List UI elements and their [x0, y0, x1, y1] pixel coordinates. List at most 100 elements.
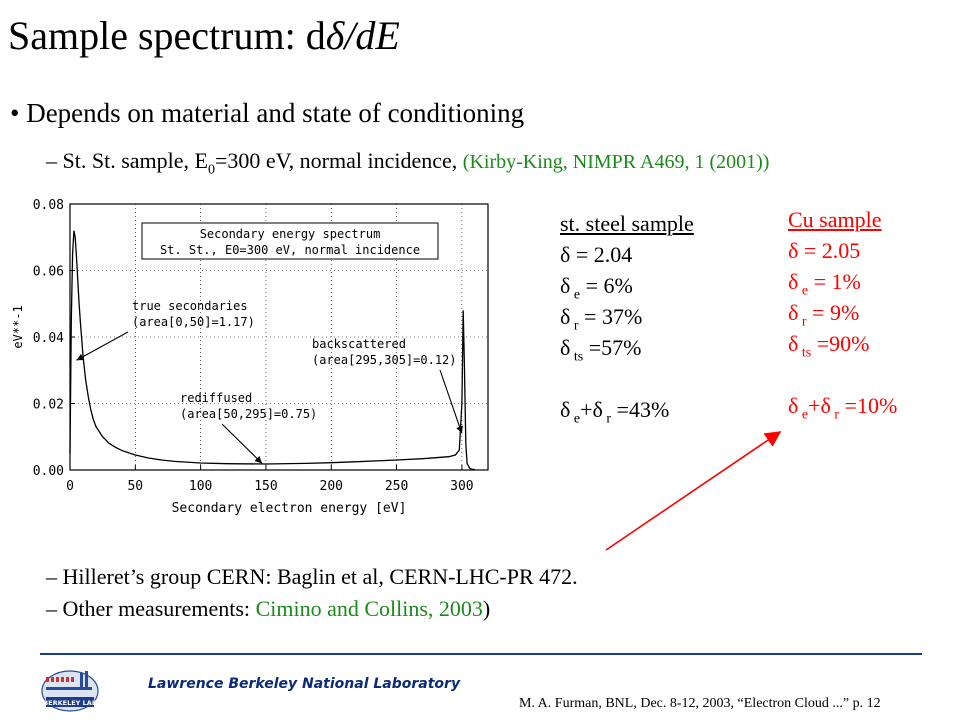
- chart-subtitle: St. St., E0=300 eV, normal incidence: [160, 243, 420, 257]
- cu-row-sub: e: [798, 407, 809, 423]
- steel-row-sym: δ: [560, 304, 571, 329]
- lab-name: Lawrence Berkeley National Laboratory: [148, 676, 461, 692]
- cu-row: δ r = 9%: [788, 297, 897, 330]
- footer-divider: [40, 653, 922, 655]
- y-tick-label: 0.08: [33, 198, 64, 213]
- cu-row-sub2: r: [830, 407, 840, 423]
- cu-rows: δ = 2.05 δ e = 1% δ r = 9% δ ts =90% δ e+δ r…: [788, 235, 898, 423]
- annotation-arrowhead: [456, 425, 463, 434]
- x-tick-label: 50: [127, 479, 143, 494]
- steel-row-sym: δ: [560, 273, 571, 298]
- other-prefix: – Other measurements:: [46, 596, 256, 621]
- annotation-pointer: [221, 423, 263, 464]
- x-tick-label: 150: [254, 479, 277, 494]
- x-axis-label: Secondary electron energy [eV]: [172, 501, 407, 516]
- sub-bullet-subscript: 0: [207, 162, 215, 178]
- steel-row-val: = 6%: [580, 273, 633, 298]
- annotation-pointer: [439, 369, 463, 434]
- x-tick-label: 250: [385, 479, 408, 494]
- other-citation: Cimino and Collins, 2003: [255, 596, 483, 621]
- annotation-arrowhead: [254, 455, 263, 464]
- y-tick-label: 0.06: [33, 265, 64, 280]
- annotation-label: rediffused: [180, 391, 252, 405]
- steel-row: δ = 2.04: [560, 239, 694, 270]
- steel-sample-column: st. steel sample δ = 2.04 δ e = 6% δ r = 3…: [560, 208, 694, 427]
- cu-row: δ e+δ r =10%: [788, 390, 898, 423]
- annotation-label: backscattered: [312, 337, 406, 351]
- y-tick-label: 0.00: [33, 464, 64, 479]
- steel-row-sub: ts: [570, 349, 584, 365]
- sub-bullet-hilleret: – Hilleret’s group CERN: Baglin et al, C…: [46, 564, 578, 589]
- citation: (Kirby-King, NIMPR A469, 1 (2001)): [462, 151, 770, 173]
- steel-row: δ e+δ r =43%: [560, 394, 694, 427]
- steel-row: δ e = 6%: [560, 270, 694, 303]
- steel-row-sym: δ: [560, 397, 571, 422]
- cu-row-val: =90%: [811, 331, 870, 356]
- cu-row: δ ts =90%: [788, 328, 897, 361]
- steel-row-val2: =43%: [611, 397, 670, 422]
- steel-row-sub: e: [570, 411, 581, 427]
- steel-row-sub: r: [570, 318, 579, 334]
- steel-row-val: = 2.04: [570, 242, 633, 267]
- cu-row-val: = 9%: [806, 300, 860, 325]
- sub-bullet-text-after: =300 eV, normal incidence,: [214, 148, 463, 173]
- steel-row-val: +δ: [580, 397, 603, 422]
- x-tick-label: 0: [66, 479, 74, 494]
- title-prefix: Sample spectrum: d: [8, 13, 326, 58]
- cu-row-sym: δ: [788, 300, 799, 325]
- chart-title-box: [141, 222, 439, 260]
- y-tick-label: 0.02: [33, 398, 64, 413]
- cu-row: [788, 359, 897, 390]
- chart-series: [69, 230, 475, 471]
- x-tick-label: 300: [450, 479, 473, 494]
- annotation-pointer: [76, 331, 129, 361]
- annotation-arrowhead: [76, 353, 85, 361]
- steel-heading: st. steel sample: [560, 211, 694, 236]
- cu-row-sub: r: [798, 314, 807, 330]
- footer-credit: M. A. Furman, BNL, Dec. 8-12, 2003, “Ele…: [519, 696, 881, 711]
- steel-rows: δ = 2.04 δ e = 6% δ r = 37% δ ts =57% δ e+δ …: [560, 239, 694, 427]
- annotation-label: true secondaries: [132, 299, 248, 313]
- other-suffix: ): [482, 596, 491, 621]
- sub-bullet-other: – Other measurements: Cimino and Collins…: [46, 596, 490, 622]
- cu-row-sub: ts: [798, 345, 812, 361]
- title-suffix: /dE: [344, 13, 400, 58]
- cu-row-sym: δ: [788, 393, 799, 418]
- annotation-area: (area[0,50]=1.17): [132, 315, 255, 329]
- cu-sample-column: Cu sample δ = 2.05 δ e = 1% δ r = 9% δ ts =…: [788, 204, 898, 423]
- cu-row-val: = 2.05: [798, 238, 861, 263]
- steel-row-val: = 37%: [578, 304, 643, 329]
- annotation-area: (area[50,295]=0.75): [180, 407, 317, 421]
- cu-heading: Cu sample: [788, 207, 882, 232]
- annotation-area: (area[295,305]=0.12): [312, 353, 457, 367]
- cu-row-sym: δ: [788, 331, 799, 356]
- sub-bullet-sample: – St. St. sample, E0=300 eV, normal inci…: [46, 148, 769, 178]
- cu-row-val: = 1%: [808, 269, 861, 294]
- y-tick-label: 0.04: [33, 331, 64, 346]
- berkeley-lab-logo-icon: BERKELEY LAB: [41, 670, 99, 712]
- cu-row-val: +δ: [808, 393, 831, 418]
- page-title: Sample spectrum: dδ/dE: [8, 12, 400, 59]
- cu-row-val2: =10%: [839, 393, 898, 418]
- steel-row-sub2: r: [602, 411, 612, 427]
- chart-ticks: 0 50 100 150 200 250 300 0.00 0.02 0.04 0.06 0.08 Se…: [11, 198, 474, 516]
- chart-title: Secondary energy spectrum: [200, 227, 381, 241]
- steel-row-sub: e: [570, 287, 581, 303]
- steel-row-sym: δ: [560, 242, 571, 267]
- chart-annotations: Secondary energy spectrum St. St., E0=300…: [76, 222, 463, 464]
- spectrum-line: [69, 230, 475, 471]
- spectrum-chart: 0 50 100 150 200 250 300 0.00 0.02 0.04 0.06 0.08 Se…: [11, 198, 489, 516]
- main-bullet: • Depends on material and state of condi…: [10, 98, 525, 128]
- steel-row-val: =57%: [583, 335, 642, 360]
- steel-row: [560, 363, 694, 394]
- cu-row: δ = 2.05: [788, 235, 897, 266]
- title-delta: δ: [325, 13, 345, 58]
- logo-text: BERKELEY LAB: [43, 699, 97, 707]
- cu-row-sym: δ: [788, 269, 799, 294]
- steel-row-sym: δ: [560, 335, 571, 360]
- cu-row-sym: δ: [788, 238, 799, 263]
- sub-bullet-text: – St. St. sample, E: [46, 148, 208, 173]
- x-tick-label: 100: [189, 479, 212, 494]
- steel-row: δ r = 37%: [560, 301, 694, 334]
- cu-row: δ e = 1%: [788, 266, 897, 298]
